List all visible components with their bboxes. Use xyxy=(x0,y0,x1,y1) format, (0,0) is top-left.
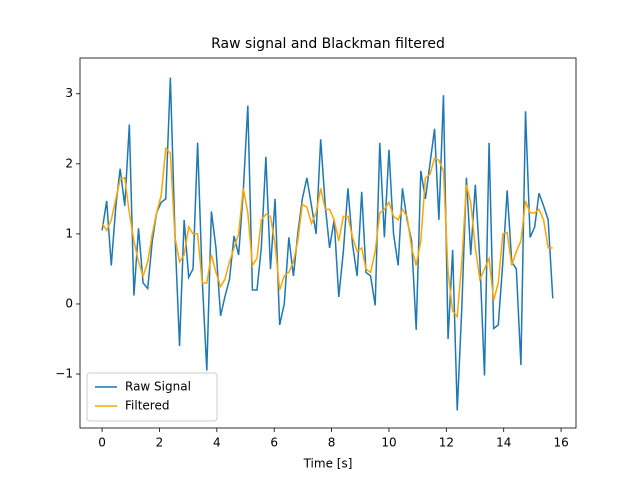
x-tick-label: 6 xyxy=(270,436,278,450)
x-tick-label: 10 xyxy=(381,436,396,450)
y-tick-label: 0 xyxy=(65,296,73,310)
legend-label: Filtered xyxy=(125,399,169,413)
x-tick-label: 4 xyxy=(213,436,221,450)
legend-label: Raw Signal xyxy=(125,380,191,394)
x-tick-label: 12 xyxy=(439,436,454,450)
y-tick-label: 1 xyxy=(65,226,73,240)
y-tick-label: 2 xyxy=(65,156,73,170)
x-axis-label: Time [s] xyxy=(303,457,353,471)
series-line xyxy=(101,77,554,411)
x-tick-label: 16 xyxy=(553,436,568,450)
legend-box xyxy=(86,372,218,422)
x-tick-label: 0 xyxy=(98,436,106,450)
x-tick-label: 8 xyxy=(328,436,336,450)
y-tick-label: 3 xyxy=(65,86,73,100)
y-tick-label: −1 xyxy=(55,367,73,381)
series-line xyxy=(101,146,553,319)
plot-frame xyxy=(79,57,577,429)
chart-title: Raw signal and Blackman filtered xyxy=(211,36,445,52)
x-tick-label: 2 xyxy=(156,436,164,450)
x-tick-label: 14 xyxy=(496,436,511,450)
